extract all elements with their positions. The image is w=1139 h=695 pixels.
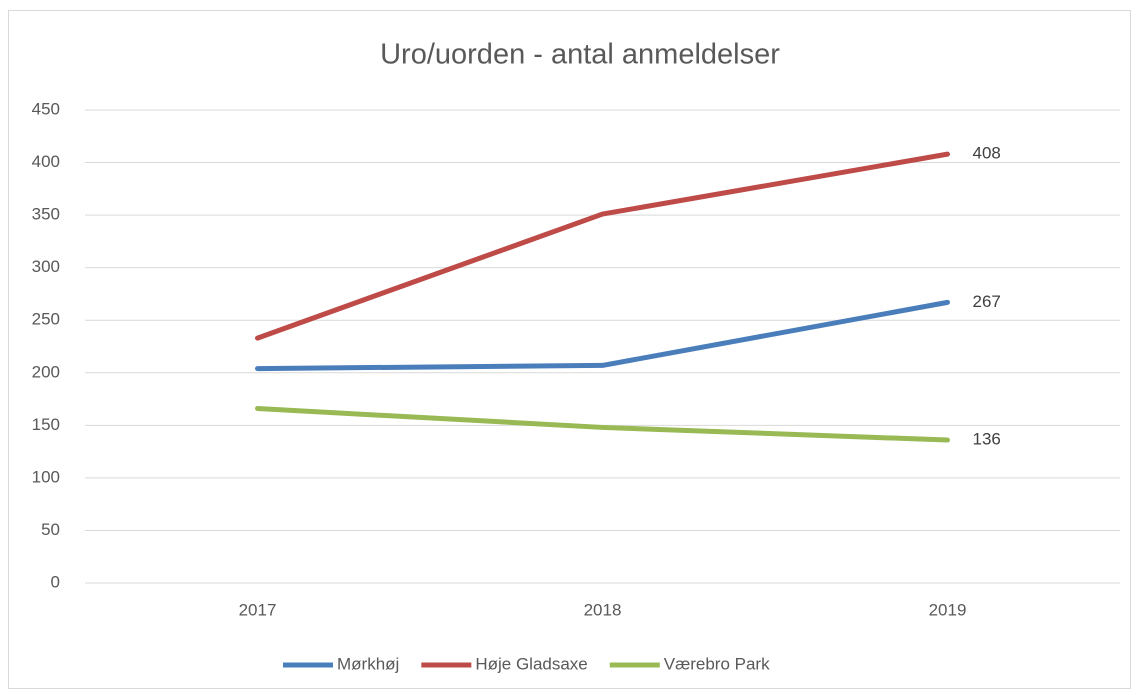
y-tick-label: 450: [32, 99, 60, 118]
line: [255, 151, 950, 341]
line: [255, 406, 950, 443]
x-tick-label: 2017: [239, 600, 277, 619]
y-tick-label: 50: [41, 520, 60, 539]
y-tick-label: 150: [32, 415, 60, 434]
chart-title: Uro/uorden - antal anmeldelser: [380, 39, 780, 71]
y-tick-label: 300: [32, 257, 60, 276]
y-tick-label: 200: [32, 362, 60, 381]
legend-label: Værebro Park: [664, 654, 770, 673]
y-tick-label: 250: [32, 310, 60, 329]
data-label: 408: [973, 144, 1001, 163]
legend-label: Mørkhøj: [337, 654, 399, 673]
legend-label: Høje Gladsaxe: [475, 654, 587, 673]
y-tick-label: 400: [32, 152, 60, 171]
chart-border: [8, 10, 1131, 689]
data-label: 267: [973, 292, 1001, 311]
y-tick-label: 100: [32, 467, 60, 486]
line: [255, 299, 950, 372]
y-tick-label: 0: [51, 572, 60, 591]
y-tick-label: 350: [32, 205, 60, 224]
x-tick-label: 2019: [929, 600, 967, 619]
x-tick-label: 2018: [584, 600, 622, 619]
data-label: 136: [973, 430, 1001, 449]
